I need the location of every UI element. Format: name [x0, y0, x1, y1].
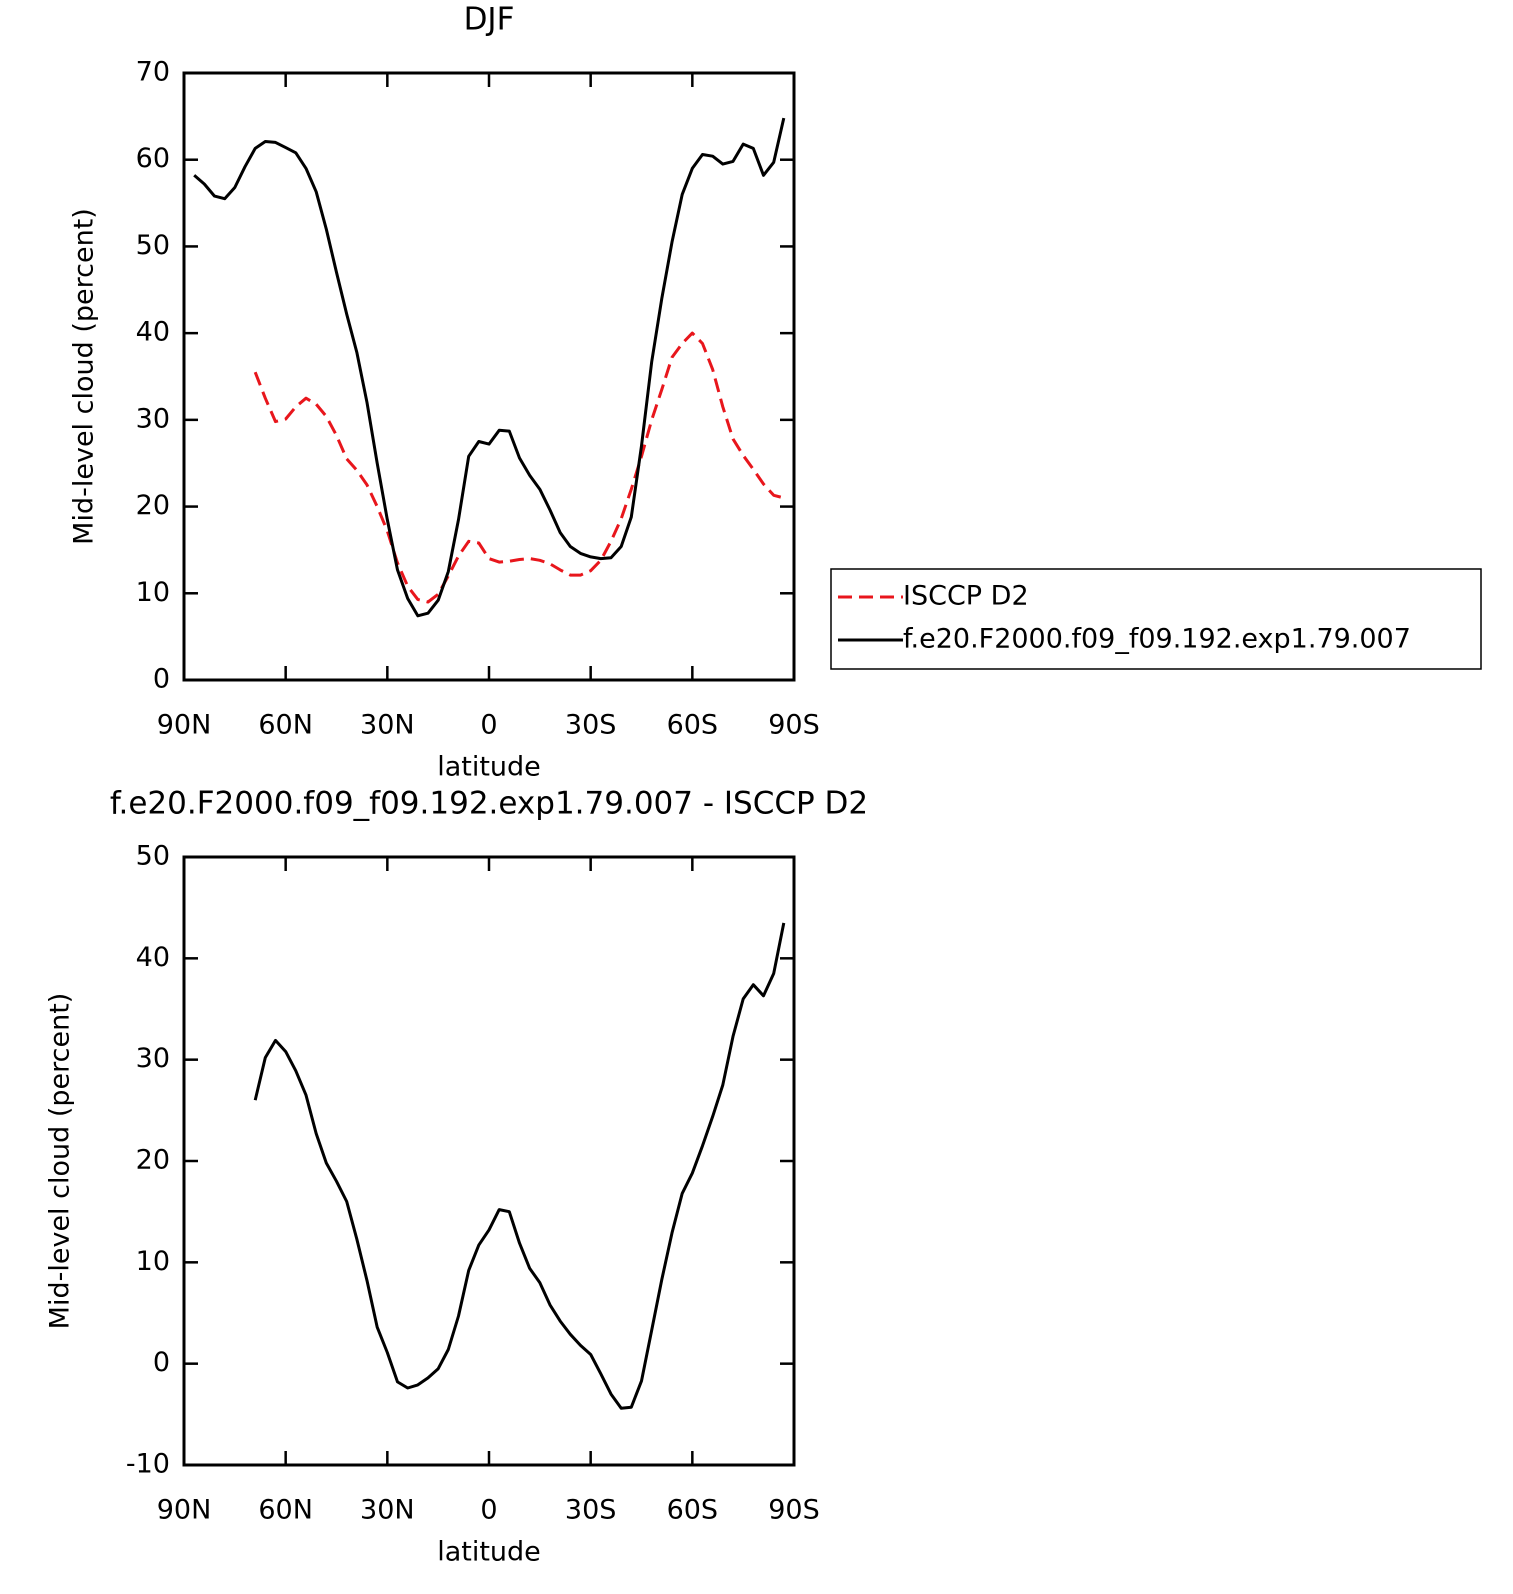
y-axis-label: Mid-level cloud (percent)	[69, 208, 100, 545]
plot-frame	[182, 71, 796, 682]
y-tick-label: 30	[136, 403, 170, 434]
y-tick-label: 60	[136, 143, 170, 174]
y-tick-label: 20	[136, 490, 170, 521]
y-tick-label: 20	[136, 1145, 170, 1176]
legend-label: f.e20.F2000.f09_f09.192.exp1.79.007	[903, 624, 1411, 655]
plot-frame	[182, 855, 796, 1467]
chart-title: DJF	[464, 2, 515, 38]
x-tick-label: 30S	[565, 710, 617, 741]
x-tick-label: 60S	[667, 710, 719, 741]
data-line	[253, 922, 786, 1410]
x-tick-label: 90N	[157, 1495, 212, 1526]
x-tick-label: 90N	[157, 710, 212, 741]
y-tick-label: 30	[136, 1043, 170, 1074]
data-line	[193, 117, 786, 618]
x-tick-label: 60N	[258, 1495, 313, 1526]
x-axis-label: latitude	[437, 752, 541, 783]
x-tick-label: 0	[480, 1495, 497, 1526]
x-tick-label: 60N	[258, 710, 313, 741]
chart-title: f.e20.F2000.f09_f09.192.exp1.79.007 - IS…	[110, 786, 868, 822]
y-tick-label: 10	[136, 577, 170, 608]
y-tick-label: 70	[136, 57, 170, 88]
y-tick-label: 0	[153, 664, 170, 695]
y-tick-label: 50	[136, 841, 170, 872]
y-tick-label: 10	[136, 1246, 170, 1277]
x-tick-label: 60S	[667, 1495, 719, 1526]
y-tick-label: 50	[136, 230, 170, 261]
y-tick-label: -10	[126, 1449, 170, 1480]
y-tick-label: 40	[136, 942, 170, 973]
data-line	[253, 331, 785, 604]
x-tick-label: 0	[480, 710, 497, 741]
x-tick-label: 30N	[360, 710, 415, 741]
legend-label: ISCCP D2	[903, 581, 1029, 612]
x-tick-label: 90S	[768, 710, 820, 741]
legend-box	[830, 568, 1482, 670]
y-axis-label: Mid-level cloud (percent)	[45, 993, 76, 1330]
x-axis-label: latitude	[437, 1537, 541, 1568]
x-tick-label: 30N	[360, 1495, 415, 1526]
y-tick-label: 40	[136, 317, 170, 348]
x-tick-label: 30S	[565, 1495, 617, 1526]
y-tick-label: 0	[153, 1347, 170, 1378]
x-tick-label: 90S	[768, 1495, 820, 1526]
